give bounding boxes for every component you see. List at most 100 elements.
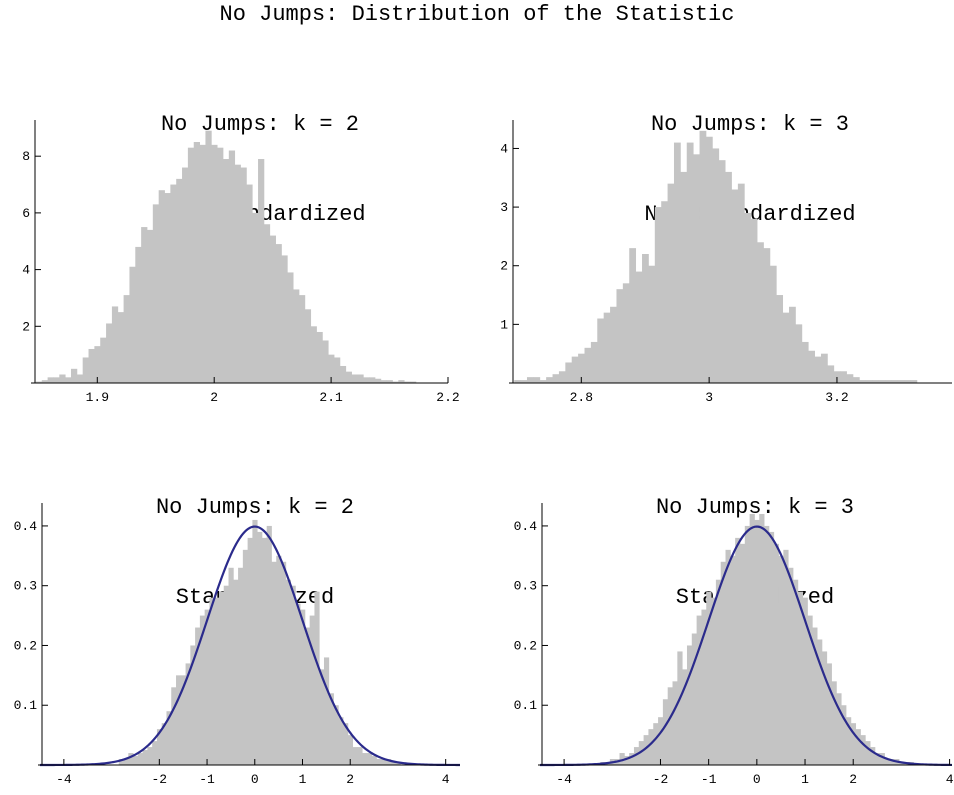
histogram-bar [322, 340, 329, 383]
histogram-bar [526, 377, 534, 383]
histogram-bar [826, 663, 832, 765]
y-tick-label: 0.3 [514, 579, 537, 594]
histogram-bar [792, 579, 799, 765]
histogram-bar [240, 167, 247, 383]
histogram-bar [371, 756, 377, 765]
histogram-bar [323, 657, 330, 765]
histogram-bar [565, 362, 573, 383]
x-tick-label: -4 [556, 772, 572, 787]
histogram-bar [142, 750, 148, 765]
histogram-bar [711, 597, 717, 765]
panel-title-line: No Jumps: k = 3 [650, 112, 850, 137]
y-tick-label: 0.1 [14, 698, 38, 713]
histogram-bar [782, 312, 790, 383]
x-tick-label: -4 [56, 772, 72, 787]
histogram-bar [831, 681, 837, 765]
histogram-bar [904, 380, 911, 383]
histogram-bar [624, 756, 630, 765]
histogram-bar [801, 341, 809, 383]
histogram-bar [285, 579, 291, 765]
chart-panel-top-left: 1.9 2 2.1 2.2 2 4 6 8 [22, 120, 460, 405]
histogram-bar [737, 183, 745, 383]
histogram-bar [300, 609, 306, 765]
histogram-bar [176, 178, 183, 383]
histogram-bar [619, 753, 625, 765]
histogram-bar [648, 265, 656, 383]
histogram-bar [629, 248, 637, 383]
histogram-bar [603, 312, 611, 383]
histogram-bar [812, 627, 818, 765]
y-tick-label: 1 [500, 317, 508, 332]
histogram-bar [363, 377, 370, 383]
histogram-bar [214, 597, 220, 765]
histogram-bar [763, 248, 771, 383]
histogram-bar [865, 380, 873, 383]
histogram-bar [82, 357, 89, 383]
histogram-bar [680, 171, 688, 383]
histogram-bar [749, 513, 755, 765]
histogram-bar [182, 167, 189, 383]
histogram-bar [750, 218, 758, 383]
histogram-bar [366, 753, 373, 765]
histogram-bar [731, 189, 739, 383]
histogram-bar [653, 723, 659, 765]
x-tick-label: -2 [151, 772, 167, 787]
histogram-bar [672, 681, 678, 765]
histogram-bar [879, 753, 885, 765]
histogram-bar [333, 705, 339, 765]
histogram-bar [328, 354, 335, 383]
histogram-bar [757, 242, 764, 383]
histogram-bar [290, 585, 296, 765]
histogram-bar [295, 603, 301, 765]
histogram-bar [146, 229, 154, 383]
histogram-bar [339, 365, 347, 383]
histogram-bar [744, 212, 752, 383]
histogram-bar [195, 627, 201, 765]
histogram-bar [94, 346, 101, 383]
histogram-bar [778, 555, 784, 765]
histogram-bar [362, 753, 368, 765]
y-tick-label: 6 [22, 206, 30, 221]
histogram-bar [836, 693, 842, 765]
histogram-bar [546, 377, 553, 383]
histogram-bar [261, 537, 268, 765]
histogram-bar [128, 753, 134, 765]
histogram-bar [156, 729, 163, 765]
histogram-bar [706, 591, 712, 765]
y-tick-label: 8 [22, 149, 30, 164]
chart-panel-bottom-left: -4 -2 -1 0 1 2 4 0.1 0.2 0.3 0.4 [14, 503, 461, 787]
histogram-bar [217, 147, 224, 383]
histogram-bar [642, 254, 649, 383]
histogram-bar [759, 513, 765, 765]
histogram-bar [161, 723, 167, 765]
histogram-bar [795, 324, 803, 383]
histogram-bar [376, 759, 382, 765]
histogram-bar [123, 295, 130, 383]
histogram-bar [129, 266, 136, 383]
histogram-bar [616, 289, 624, 383]
histogram-bar [310, 326, 317, 383]
histogram-bar [852, 377, 860, 383]
y-tick-label: 0.2 [514, 639, 537, 654]
histogram-bar [712, 148, 720, 383]
histogram-bar [699, 130, 707, 383]
histogram-bar [228, 567, 234, 765]
histogram-bar [673, 142, 681, 383]
histogram-bar [891, 380, 899, 383]
histogram-bar [152, 204, 160, 383]
histogram-bar [351, 374, 358, 383]
histogram-bar [730, 555, 736, 765]
histogram-bar [845, 717, 852, 765]
histogram-bar [725, 171, 732, 383]
histogram-bar [246, 184, 253, 383]
histogram-bar [275, 244, 282, 383]
histogram-bar [205, 130, 212, 383]
x-tick-label: 2 [210, 390, 218, 405]
histogram-bar [910, 380, 918, 383]
histogram-bar [395, 762, 401, 765]
histogram-bar [223, 585, 229, 765]
histogram-bar [841, 705, 847, 765]
histogram-bar [334, 357, 341, 383]
x-tick-label: 0 [251, 772, 259, 787]
histogram-bar [898, 762, 905, 765]
